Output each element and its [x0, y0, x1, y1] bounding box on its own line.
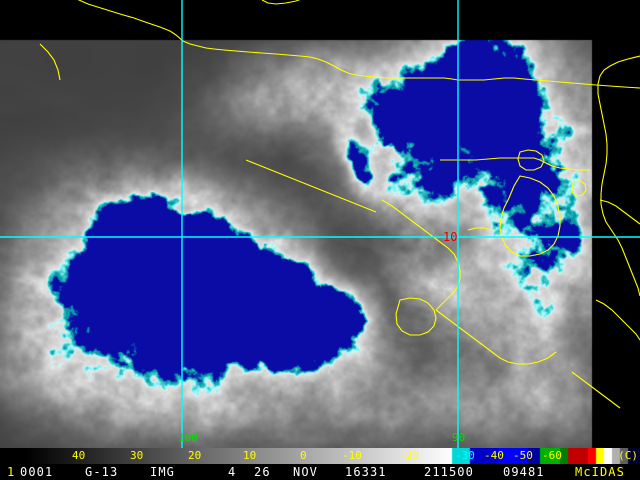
status-line-coord: 09481	[503, 465, 545, 479]
color-scale-tick-5: -10	[342, 449, 362, 462]
color-scale-tick-2: 20	[188, 449, 202, 462]
status-image-type: IMG	[150, 465, 175, 479]
color-scale-tick-3: 10	[243, 449, 257, 462]
coastline-segment	[517, 149, 545, 171]
color-enhancement-bar[interactable]: 40 30 20 10 0 -10 -20 -30 -40 -50 -60 (C)	[0, 448, 640, 464]
coastline-segment	[261, 0, 301, 5]
satellite-image-area[interactable]: 100 90 10	[0, 0, 640, 448]
coastline-segment	[440, 157, 590, 171]
copyright-label: (C)	[618, 449, 638, 462]
color-scale-tick-6: -20	[399, 449, 419, 462]
coastline-segment	[77, 0, 640, 89]
coastline-segment	[395, 297, 437, 336]
status-area-number: 0001	[20, 465, 54, 479]
status-band: 4	[228, 465, 237, 479]
coastline-paths	[39, 0, 640, 409]
coastline-segment	[381, 199, 461, 311]
brand-label: McIDAS	[575, 465, 625, 479]
color-scale-tick-0: 40	[72, 449, 86, 462]
color-scale-gradient	[0, 448, 640, 464]
coastline-segment	[499, 175, 561, 257]
color-scale-tick-4: 0	[300, 449, 307, 462]
coastline-segment	[39, 43, 61, 81]
status-satellite: G-13	[85, 465, 119, 479]
status-time: 211500	[424, 465, 474, 479]
satellite-raster[interactable]	[0, 0, 640, 448]
color-scale-tick-7: -30	[455, 449, 475, 462]
coastline-segment	[571, 180, 587, 197]
status-day: 26	[254, 465, 271, 479]
coastline-segment	[597, 55, 640, 297]
color-scale-tick-9: -50	[513, 449, 533, 462]
longitude-label-90: 90	[452, 431, 466, 444]
coastline-segment	[599, 199, 640, 225]
status-julian-date: 16331	[345, 465, 387, 479]
status-prefix-digit: 1	[7, 465, 16, 479]
coastline-segment	[245, 159, 377, 213]
color-scale-tick-8: -40	[484, 449, 504, 462]
center-point-marker: 10	[443, 230, 458, 244]
lat-lon-gridlines	[0, 0, 640, 448]
coastline-segment	[467, 227, 493, 231]
status-bar: 1 0001 G-13 IMG 4 26 NOV 16331 211500 09…	[0, 464, 640, 480]
color-scale-tick-1: 30	[130, 449, 144, 462]
coastline-segment	[571, 371, 621, 409]
color-scale-tick-10: -60	[542, 449, 562, 462]
coastline-segment	[595, 299, 640, 341]
map-vector-overlay	[0, 0, 640, 448]
coastline-segment	[435, 309, 557, 365]
longitude-label-100: 100	[178, 431, 198, 444]
status-month: NOV	[293, 465, 318, 479]
